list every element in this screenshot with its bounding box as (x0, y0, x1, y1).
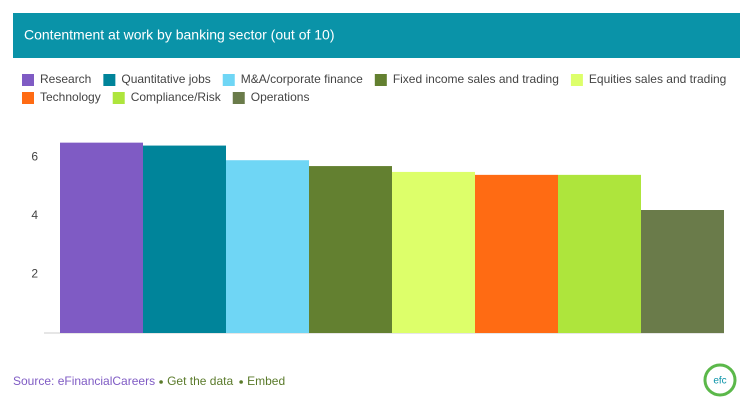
bar (641, 210, 724, 333)
legend-swatch (22, 74, 34, 86)
legend-label: Technology (40, 90, 101, 104)
logo-ring (703, 363, 737, 397)
legend-swatch (103, 74, 116, 86)
legend-swatch (112, 92, 125, 104)
bar (475, 174, 558, 333)
bar (558, 174, 641, 333)
legend-swatch (570, 74, 583, 86)
bar (392, 171, 475, 333)
bar (60, 142, 143, 333)
bar (143, 145, 226, 333)
footer-link[interactable]: Get the data (167, 374, 233, 388)
logo: efc (713, 376, 726, 387)
legend-label: Equities sales and trading (589, 72, 726, 86)
legend-swatch (374, 74, 387, 86)
legend-swatch (222, 74, 235, 86)
source: Source: eFinancialCareers (13, 374, 155, 388)
legend-label: Compliance/Risk (131, 90, 222, 104)
legend-label: M&A/corporate finance (241, 72, 363, 86)
y-tick-label: 2 (31, 267, 38, 281)
legend: Research Quantitative jobs M&A/corporate f… (22, 72, 726, 104)
separator (239, 380, 243, 384)
legend-label: Fixed income sales and trading (393, 72, 559, 86)
footer-link[interactable]: Embed (247, 374, 285, 388)
bar (226, 160, 309, 333)
legend-swatch (232, 92, 245, 104)
separator (159, 380, 163, 384)
legend-swatch (22, 92, 34, 104)
y-tick-label: 4 (31, 208, 38, 222)
bar (309, 166, 392, 333)
chart-title: Contentment at work by banking sector (o… (24, 27, 335, 43)
legend-label: Quantitative jobs (121, 72, 210, 86)
header-bar (13, 13, 740, 58)
y-tick-label: 6 (31, 149, 38, 163)
legend-label: Research (40, 72, 91, 86)
legend-label: Operations (251, 90, 310, 104)
